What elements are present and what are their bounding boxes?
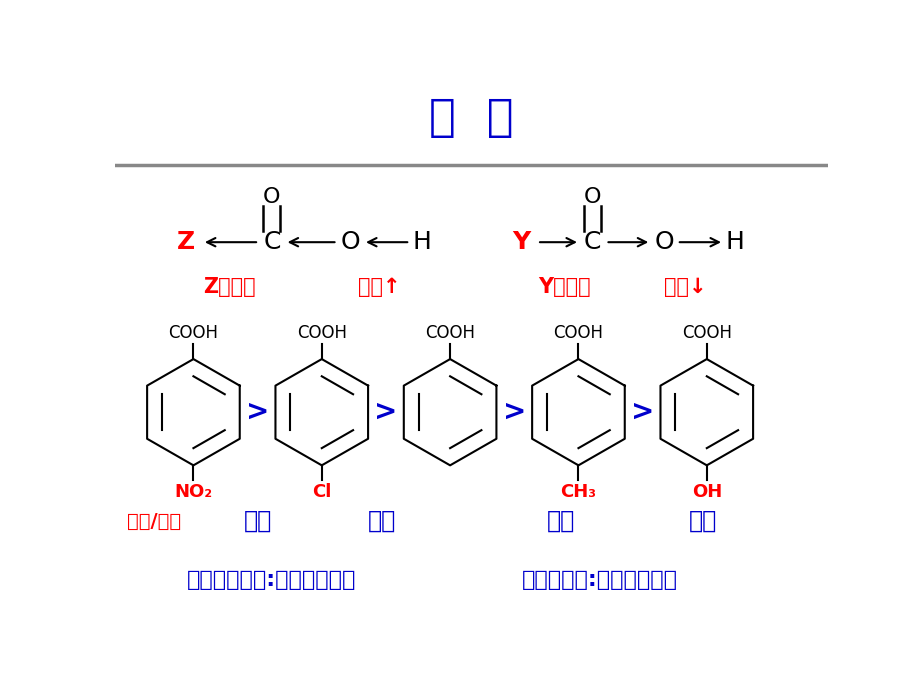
Text: H: H bbox=[725, 230, 744, 254]
Text: 强吸: 强吸 bbox=[244, 509, 271, 533]
Text: 不饱和杂原子:共轭吸诱导吸: 不饱和杂原子:共轭吸诱导吸 bbox=[187, 569, 357, 589]
Text: 弱吸: 弱吸 bbox=[368, 509, 396, 533]
Text: O: O bbox=[653, 230, 673, 254]
Text: 共轭/诱导: 共轭/诱导 bbox=[127, 511, 181, 531]
Text: COOH: COOH bbox=[168, 324, 218, 342]
Text: 强斥: 强斥 bbox=[688, 509, 717, 533]
Text: >: > bbox=[630, 398, 653, 426]
Text: 酸性↑: 酸性↑ bbox=[357, 277, 400, 297]
Text: O: O bbox=[584, 187, 601, 207]
Text: >: > bbox=[245, 398, 269, 426]
Text: >: > bbox=[502, 398, 526, 426]
Text: O: O bbox=[340, 230, 359, 254]
Text: 酸性↓: 酸性↓ bbox=[664, 277, 706, 297]
Text: COOH: COOH bbox=[297, 324, 346, 342]
Text: 酸  性: 酸 性 bbox=[429, 96, 513, 139]
Text: CH₃: CH₃ bbox=[560, 483, 596, 501]
Text: Cl: Cl bbox=[312, 483, 331, 501]
Text: NO₂: NO₂ bbox=[175, 483, 212, 501]
Text: COOH: COOH bbox=[425, 324, 474, 342]
Text: 饱和杂原子:共轭斥诱导吸: 饱和杂原子:共轭斥诱导吸 bbox=[521, 569, 677, 589]
Text: COOH: COOH bbox=[681, 324, 731, 342]
Text: C: C bbox=[584, 230, 601, 254]
Text: Z吸电子: Z吸电子 bbox=[202, 277, 255, 297]
Text: O: O bbox=[263, 187, 280, 207]
Text: C: C bbox=[263, 230, 280, 254]
Text: H: H bbox=[412, 230, 431, 254]
Text: OH: OH bbox=[691, 483, 721, 501]
Text: >: > bbox=[374, 398, 397, 426]
Text: Y: Y bbox=[512, 230, 530, 254]
Text: COOH: COOH bbox=[553, 324, 603, 342]
Text: 弱斥: 弱斥 bbox=[546, 509, 574, 533]
Text: Y斥电子: Y斥电子 bbox=[538, 277, 590, 297]
Text: Z: Z bbox=[177, 230, 195, 254]
